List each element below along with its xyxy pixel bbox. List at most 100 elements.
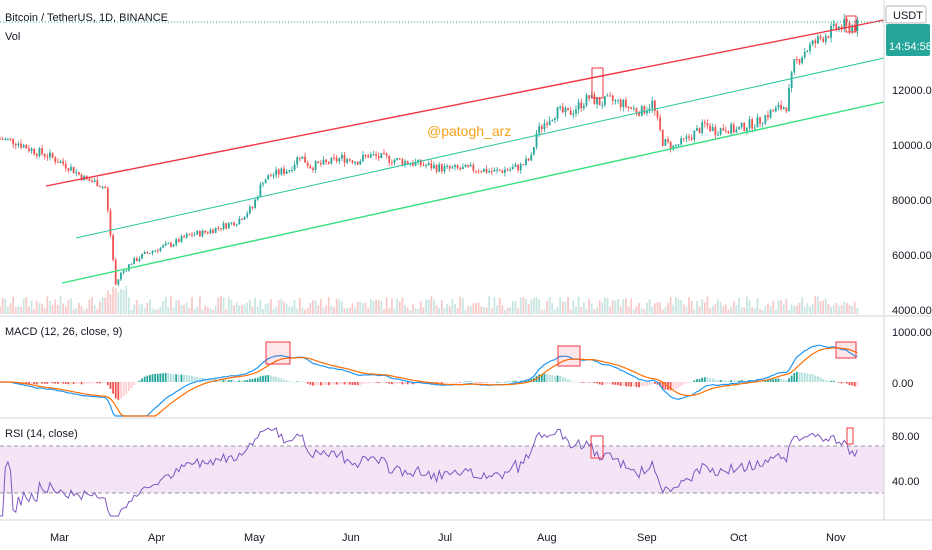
volume-bar xyxy=(459,296,462,314)
volume-bar xyxy=(682,304,685,314)
volume-bar xyxy=(70,298,72,314)
volume-bar xyxy=(106,290,109,314)
price-tick: 6000.00 xyxy=(892,250,932,262)
macd-hist-bar xyxy=(198,377,201,382)
macd-hist-bar xyxy=(327,382,330,386)
macd-hist-bar xyxy=(456,382,459,383)
macd-hist-bar xyxy=(454,381,456,383)
candle-body xyxy=(280,168,283,175)
macd-hist-bar xyxy=(30,382,33,384)
volume-bar xyxy=(233,305,235,314)
candle-body xyxy=(682,138,685,140)
candle-body xyxy=(456,165,459,168)
price-tick: 12000.00 xyxy=(892,85,932,97)
candle-body xyxy=(191,234,193,236)
macd-hist-bar xyxy=(564,377,567,382)
candle-body xyxy=(732,124,735,133)
volume-bar xyxy=(751,307,754,314)
candle-body xyxy=(582,105,585,109)
macd-hist-bar xyxy=(580,382,583,383)
candle-body xyxy=(635,108,638,113)
macd-hist-bar xyxy=(646,382,648,386)
candle-body xyxy=(117,279,120,285)
macd-hist-bar xyxy=(840,382,843,384)
macd-hist-bar xyxy=(809,373,811,382)
candle-body xyxy=(172,244,175,247)
candle-body xyxy=(577,102,580,110)
macd-hist-bar xyxy=(780,378,783,382)
volume-bar xyxy=(259,299,262,314)
price-axis[interactable]: 12000.00 10000.00 8000.00 6000.00 4000.0… xyxy=(883,0,932,520)
macd-hist-bar xyxy=(582,382,585,383)
volume-bar xyxy=(467,305,470,314)
volume-bar xyxy=(732,301,735,314)
macd-hist-bar xyxy=(527,379,530,382)
rsi-pane[interactable]: RSI (14, close) xyxy=(0,417,932,517)
time-tick: Oct xyxy=(730,532,747,544)
candle-body xyxy=(777,104,780,108)
macd-hist-bar xyxy=(25,382,28,384)
volume-bar xyxy=(317,305,320,314)
macd-hist-bar xyxy=(469,381,472,382)
volume-bar xyxy=(498,297,501,314)
macd-hist-bar xyxy=(790,375,793,382)
macd-hist-bar xyxy=(64,382,67,384)
macd-hist-bar xyxy=(538,374,541,382)
volume-bar xyxy=(246,302,249,314)
candle-body xyxy=(133,258,136,265)
volume-bar xyxy=(617,299,619,314)
volume-bar xyxy=(556,307,559,314)
candle-body xyxy=(177,239,180,242)
volume-bar xyxy=(417,309,420,314)
candle-body xyxy=(156,250,159,252)
macd-hist-bar xyxy=(504,381,506,383)
candle-body xyxy=(851,25,854,32)
macd-hist-bar xyxy=(814,375,817,382)
macd-hist-bar xyxy=(333,382,335,385)
candle-body xyxy=(551,119,554,121)
candle-body xyxy=(356,161,359,165)
macd-hist-bar xyxy=(151,374,154,382)
candle-body xyxy=(351,160,354,164)
candle-body xyxy=(748,119,751,129)
volume-bar xyxy=(20,306,22,314)
volume-bar xyxy=(225,309,228,314)
macd-hist-bar xyxy=(795,371,798,382)
candle-body xyxy=(343,154,346,163)
candle-body xyxy=(75,172,78,174)
macd-hist-bar xyxy=(546,374,548,382)
volume-bar xyxy=(256,306,259,314)
mid-channel-trendline[interactable] xyxy=(75,57,885,239)
candle-body xyxy=(312,168,314,171)
macd-hist-bar xyxy=(698,379,701,382)
volume-bar xyxy=(67,300,70,314)
candle-body xyxy=(609,95,612,97)
highlight-boxes-price xyxy=(591,15,857,99)
macd-hist-bar xyxy=(67,382,70,385)
volume-bar xyxy=(159,306,162,314)
candle-body xyxy=(519,164,522,171)
macd-hist-bar xyxy=(811,374,814,382)
candle-body xyxy=(809,44,811,51)
macd-hist-bar xyxy=(464,381,467,383)
candle-body xyxy=(788,87,790,112)
volume-bar xyxy=(522,297,525,314)
candle-body xyxy=(803,51,806,58)
highlight-box xyxy=(846,427,854,445)
macd-hist-bar xyxy=(551,375,554,382)
volume-bar xyxy=(83,309,86,314)
price-pane[interactable]: Bitcoin / TetherUS, 1D, BINANCE Vol @pat… xyxy=(0,0,885,316)
currency-badge[interactable] xyxy=(885,5,927,24)
time-axis[interactable]: Mar Apr May Jun Jul Aug Sep Oct Nov xyxy=(0,519,932,544)
macd-hist-bar xyxy=(277,377,280,382)
rsi-band xyxy=(0,446,884,493)
macd-hist-bar xyxy=(259,376,262,382)
support-trendline[interactable] xyxy=(61,101,885,284)
macd-pane[interactable]: MACD (12, 26, close, 9) xyxy=(0,315,932,417)
resistance-trendline[interactable] xyxy=(45,19,885,187)
volume-bar xyxy=(572,300,575,314)
macd-hist-bar xyxy=(398,382,401,384)
candle-body xyxy=(677,144,680,146)
volume-bar xyxy=(314,300,317,314)
